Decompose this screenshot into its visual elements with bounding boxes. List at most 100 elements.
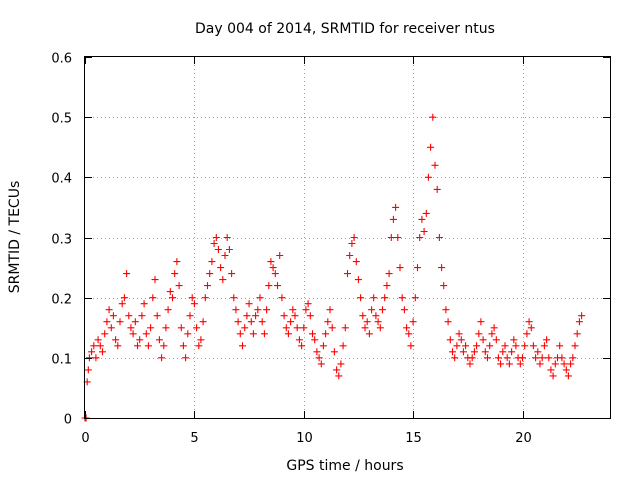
data-point: [470, 348, 478, 356]
data-point: [118, 300, 126, 308]
data-point: [438, 264, 446, 272]
data-point: [527, 324, 535, 332]
data-point: [418, 215, 426, 223]
data-point: [92, 354, 100, 362]
data-point: [538, 354, 546, 362]
data-point: [532, 354, 540, 362]
data-point: [455, 330, 463, 338]
data-point: [190, 300, 198, 308]
data-point: [179, 342, 187, 350]
data-point: [125, 312, 133, 320]
data-point: [424, 173, 432, 181]
data-point: [199, 318, 207, 326]
data-point: [234, 318, 242, 326]
data-point: [208, 258, 216, 266]
x-tick-label: 15: [405, 431, 422, 446]
data-point: [254, 306, 262, 314]
data-point: [278, 294, 286, 302]
data-point: [103, 318, 111, 326]
data-point: [453, 342, 461, 350]
data-point: [193, 324, 201, 332]
data-point: [462, 342, 470, 350]
y-axis-title: SRMTID / TECUs: [7, 181, 23, 294]
data-point: [490, 324, 498, 332]
data-point: [241, 324, 249, 332]
data-point: [243, 312, 251, 320]
data-point: [274, 282, 281, 290]
data-point: [88, 348, 96, 356]
y-tick-label: 0: [64, 413, 72, 428]
data-point: [258, 318, 266, 326]
chart-title: Day 004 of 2014, SRMTID for receiver ntu…: [195, 21, 495, 37]
data-point: [267, 258, 275, 266]
data-point: [160, 342, 168, 350]
data-point: [403, 324, 411, 332]
axis-ticks: [85, 57, 610, 419]
data-point: [398, 294, 406, 302]
data-point: [306, 312, 314, 320]
data-point: [516, 360, 524, 368]
data-point: [573, 330, 581, 338]
data-point: [494, 354, 502, 362]
data-point: [263, 306, 271, 314]
data-point: [131, 318, 139, 326]
data-point: [282, 324, 290, 332]
y-tick-label: 0.6: [51, 52, 72, 67]
data-point: [435, 234, 443, 241]
data-point: [169, 294, 176, 302]
data-point: [107, 324, 115, 332]
data-point: [120, 294, 128, 302]
data-point: [195, 342, 203, 350]
data-point: [479, 336, 487, 344]
data-point: [84, 366, 92, 374]
data-point: [186, 312, 194, 320]
data-point: [225, 246, 233, 253]
data-point: [175, 282, 183, 290]
data-point: [562, 366, 570, 374]
data-point: [239, 342, 246, 350]
data-point: [492, 336, 500, 344]
data-point: [350, 234, 358, 241]
data-point: [444, 318, 452, 326]
data-point: [346, 252, 354, 259]
data-point: [142, 330, 150, 338]
data-point: [575, 318, 583, 326]
data-point: [177, 324, 185, 332]
data-point: [536, 360, 544, 368]
data-point: [210, 240, 218, 247]
data-point: [457, 336, 465, 344]
data-point: [429, 113, 437, 121]
data-point: [389, 215, 397, 223]
data-point: [291, 312, 299, 320]
x-tick-label: 20: [515, 431, 532, 446]
data-point: [433, 185, 441, 193]
data-point: [449, 348, 456, 356]
data-point: [315, 354, 323, 362]
data-point: [144, 342, 152, 350]
data-point: [284, 330, 292, 338]
grid-lines: [85, 57, 610, 418]
data-point: [466, 360, 474, 368]
data-point: [505, 360, 513, 368]
data-point: [405, 330, 413, 338]
data-point: [365, 330, 373, 338]
y-tick-label: 0.2: [51, 293, 72, 308]
data-point: [309, 330, 316, 338]
data-point: [265, 282, 273, 290]
data-point: [322, 330, 330, 338]
data-point: [370, 294, 378, 302]
data-point: [300, 324, 308, 332]
data-point: [344, 270, 351, 278]
x-tick-label: 5: [190, 431, 198, 446]
data-point: [523, 330, 531, 338]
data-point: [236, 330, 244, 338]
data-point: [431, 161, 439, 169]
data-point: [534, 348, 542, 356]
data-point: [112, 336, 120, 344]
data-point: [481, 348, 489, 356]
data-point: [166, 288, 174, 296]
data-point: [379, 306, 386, 314]
data-point: [414, 264, 421, 272]
data-point: [508, 348, 516, 356]
data-point: [387, 234, 395, 241]
